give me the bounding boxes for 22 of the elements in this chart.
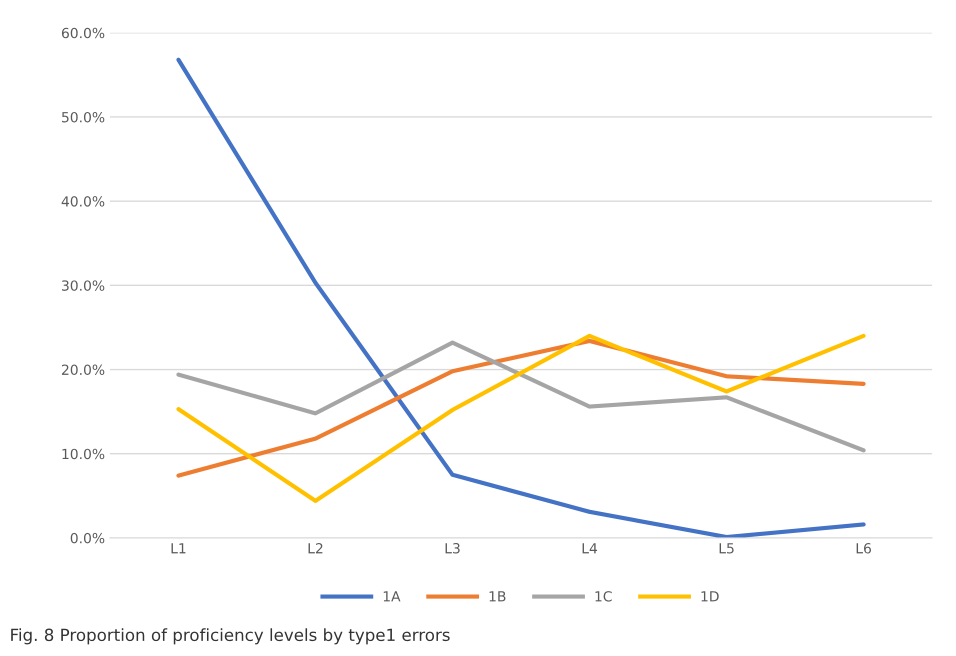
x-tick-label: L4 (582, 543, 598, 554)
y-tick-label: 0.0% (70, 532, 104, 544)
x-tick-label: L6 (856, 543, 871, 554)
y-tick-label: 30.0% (62, 280, 104, 291)
line-series (176, 58, 866, 538)
y-tick-label: 10.0% (62, 448, 104, 460)
line-series (176, 338, 866, 478)
y-tick-label: 20.0% (62, 364, 104, 376)
line-series (176, 334, 866, 503)
x-tick-label: L5 (720, 543, 734, 554)
y-tick-label: 40.0% (62, 196, 104, 207)
y-tick-label: 50.0% (62, 112, 104, 122)
x-tick-label: L3 (446, 543, 460, 554)
x-tick-label: L2 (308, 543, 322, 554)
legend-label: 1B (490, 591, 506, 602)
y-tick-label: 60.0% (62, 28, 104, 38)
line-series (176, 340, 866, 452)
legend-label: 1D (702, 591, 719, 602)
legend-label: 1C (595, 591, 612, 602)
x-tick-label: L1 (172, 543, 186, 554)
legend-label: 1A (384, 591, 400, 602)
caption: Fig. 8 Proportion of proficiency levels by type1 errors (11, 628, 450, 644)
